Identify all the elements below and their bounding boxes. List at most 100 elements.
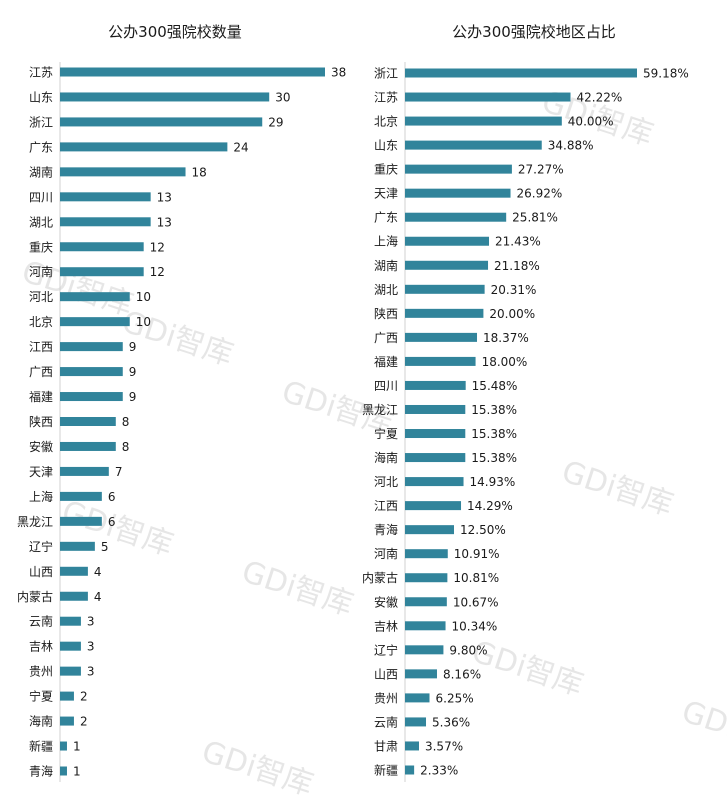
category-label: 新疆 <box>29 739 53 754</box>
value-label: 24 <box>233 140 248 154</box>
category-label: 北京 <box>29 315 53 329</box>
bar <box>405 308 484 318</box>
bar <box>60 417 116 426</box>
category-label: 广西 <box>374 331 398 345</box>
value-label: 10.67% <box>453 595 499 609</box>
value-label: 1 <box>73 740 81 754</box>
right-chart-share: 公办300强院校地区占比 浙江 59.18% 江苏 42.22% 北京 40.00% 山东 3… <box>362 23 689 782</box>
watermark-text: GDi智库 <box>558 454 678 523</box>
value-label: 59.18% <box>643 67 689 81</box>
category-label: 福建 <box>29 389 53 404</box>
value-label: 10.91% <box>454 547 500 561</box>
category-label: 宁夏 <box>29 689 53 704</box>
value-label: 9 <box>129 365 137 379</box>
value-label: 12 <box>150 240 165 254</box>
value-label: 30 <box>275 90 290 104</box>
bar <box>405 741 419 751</box>
bar <box>405 164 512 174</box>
bar <box>60 741 67 751</box>
value-label: 29 <box>268 115 283 129</box>
category-label: 新疆 <box>374 763 398 778</box>
value-label: 3 <box>87 615 95 629</box>
value-label: 1 <box>73 765 81 779</box>
bar <box>405 477 464 487</box>
value-label: 9 <box>129 390 137 404</box>
bar <box>60 342 123 352</box>
watermark-text: GDi智库 <box>678 694 727 763</box>
bar <box>60 142 228 152</box>
value-label: 15.48% <box>472 379 518 393</box>
bar <box>60 541 95 551</box>
category-label: 安徽 <box>374 594 398 609</box>
bar <box>60 466 109 476</box>
value-label: 9 <box>129 340 137 354</box>
category-label: 云南 <box>29 614 53 629</box>
bar <box>405 212 507 222</box>
category-label: 江苏 <box>29 66 53 80</box>
category-label: 青海 <box>29 764 53 779</box>
value-label: 21.18% <box>494 259 540 273</box>
category-label: 河南 <box>29 264 53 279</box>
bar <box>405 260 489 270</box>
bar <box>405 68 637 78</box>
category-label: 陕西 <box>374 306 398 321</box>
category-label: 四川 <box>29 190 53 204</box>
value-label: 13 <box>157 190 172 204</box>
category-label: 内蒙古 <box>17 589 53 604</box>
bar <box>405 669 437 679</box>
bar <box>60 167 186 177</box>
category-label: 陕西 <box>29 414 53 429</box>
category-label: 江苏 <box>374 91 398 105</box>
category-label: 浙江 <box>374 67 398 81</box>
value-label: 6 <box>108 490 116 504</box>
category-label: 吉林 <box>29 640 53 654</box>
category-label: 黑龙江 <box>362 403 398 417</box>
category-label: 内蒙古 <box>362 570 398 585</box>
value-label: 6.25% <box>436 691 474 705</box>
bar <box>405 140 542 150</box>
bar <box>60 716 74 726</box>
category-label: 浙江 <box>29 115 53 129</box>
bar <box>405 356 476 366</box>
value-label: 8.16% <box>443 667 481 681</box>
bar <box>60 441 116 451</box>
category-label: 重庆 <box>29 240 53 254</box>
bar <box>405 765 415 775</box>
category-label: 广东 <box>29 140 53 154</box>
bar <box>60 392 123 402</box>
category-label: 湖北 <box>374 282 398 297</box>
bar <box>60 192 151 202</box>
bar <box>60 117 263 127</box>
bar <box>60 491 102 501</box>
category-label: 吉林 <box>374 619 398 633</box>
bar <box>405 116 562 126</box>
category-label: 福建 <box>374 354 398 369</box>
bar <box>405 645 444 655</box>
value-label: 15.38% <box>471 403 517 417</box>
category-label: 湖北 <box>29 214 53 229</box>
category-label: 江西 <box>374 499 398 513</box>
value-label: 7 <box>115 465 123 479</box>
value-label: 34.88% <box>548 139 594 153</box>
category-label: 天津 <box>29 465 53 479</box>
value-label: 2.33% <box>420 764 458 778</box>
value-label: 4 <box>94 590 102 604</box>
value-label: 2 <box>80 715 88 729</box>
value-label: 12 <box>150 265 165 279</box>
value-label: 5 <box>101 540 109 554</box>
value-label: 38 <box>331 66 346 80</box>
watermark-text: GDi智库 <box>58 494 178 563</box>
value-label: 12.50% <box>460 523 506 537</box>
value-label: 25.81% <box>512 211 558 225</box>
value-label: 18.00% <box>482 355 528 369</box>
bar <box>60 217 151 227</box>
bar <box>405 597 447 607</box>
category-label: 贵州 <box>29 665 53 679</box>
watermark-text: GDi智库 <box>238 554 358 623</box>
category-label: 河南 <box>374 546 398 561</box>
value-label: 5.36% <box>432 715 470 729</box>
category-label: 广西 <box>29 365 53 379</box>
category-label: 海南 <box>29 714 53 729</box>
